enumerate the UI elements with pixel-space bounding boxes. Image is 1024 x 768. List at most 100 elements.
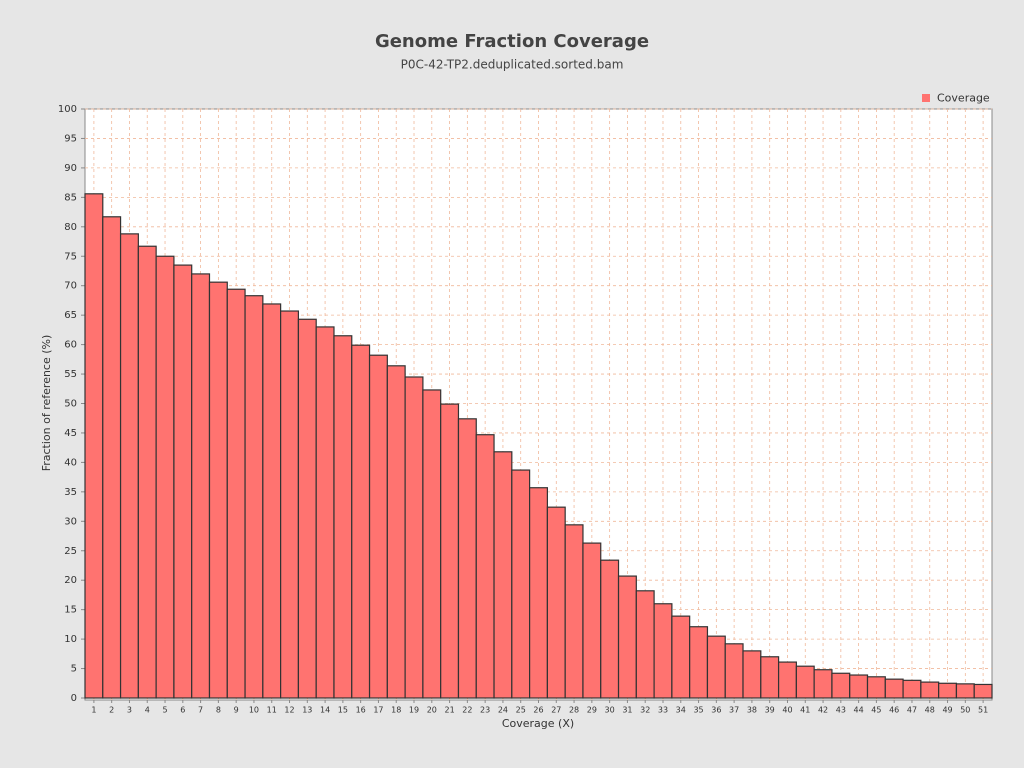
bar	[760, 656, 780, 699]
bar	[795, 665, 815, 699]
x-tick-label: 38	[747, 706, 757, 715]
y-tick-label: 50	[64, 399, 77, 410]
bar	[226, 288, 246, 699]
y-tick-label: 65	[64, 310, 77, 321]
x-tick-label: 44	[854, 706, 864, 715]
x-tick-label: 7	[198, 706, 203, 715]
bar	[955, 683, 975, 699]
bar	[173, 264, 193, 699]
bar	[440, 403, 460, 699]
y-tick-label: 60	[64, 340, 77, 351]
x-tick-label: 14	[320, 706, 330, 715]
y-tick-label: 45	[64, 428, 77, 439]
bar	[938, 682, 958, 699]
x-tick-label: 39	[765, 706, 775, 715]
bar	[529, 487, 548, 699]
bar	[155, 255, 175, 699]
bar	[262, 303, 282, 699]
x-tick-label: 45	[871, 706, 881, 715]
bar	[617, 575, 637, 699]
bar	[457, 418, 477, 699]
chart-title: Genome Fraction Coverage	[375, 31, 649, 52]
x-tick-label: 43	[836, 706, 846, 715]
bar	[422, 389, 442, 699]
bar	[866, 676, 886, 699]
y-tick-label: 40	[64, 457, 77, 468]
x-tick-label: 2	[109, 706, 114, 715]
x-tick-label: 15	[338, 706, 348, 715]
bar	[742, 650, 762, 699]
x-tick-label: 51	[978, 706, 988, 715]
bar	[831, 672, 851, 699]
x-axis-label: Coverage (X)	[502, 717, 574, 730]
bar	[315, 326, 335, 699]
y-tick-label: 35	[64, 487, 77, 498]
bar	[493, 451, 513, 699]
x-tick-label: 8	[216, 706, 221, 715]
bar	[102, 216, 122, 699]
x-tick-label: 16	[356, 706, 366, 715]
y-tick-label: 10	[64, 634, 77, 645]
bar	[297, 318, 317, 699]
bar	[404, 376, 424, 699]
bar	[546, 506, 566, 699]
bar	[777, 661, 797, 699]
bar	[813, 669, 833, 699]
x-tick-label: 10	[249, 706, 259, 715]
y-tick-label: 80	[64, 222, 77, 233]
bar	[706, 635, 726, 699]
x-tick-label: 19	[409, 706, 419, 715]
x-tick-label: 20	[427, 706, 437, 715]
x-tick-label: 9	[234, 706, 239, 715]
y-tick-label: 75	[64, 251, 77, 262]
x-tick-label: 18	[391, 706, 401, 715]
x-tick-label: 23	[480, 706, 490, 715]
x-tick-label: 50	[960, 706, 970, 715]
y-tick-label: 15	[64, 605, 77, 616]
bar	[724, 643, 744, 699]
y-axis-label: Fraction of reference (%)	[40, 335, 53, 472]
legend-swatch	[922, 94, 930, 102]
x-tick-label: 27	[551, 706, 561, 715]
y-tick-label: 70	[64, 281, 77, 292]
bar	[475, 434, 495, 699]
bar	[119, 233, 139, 699]
y-tick-label: 0	[71, 693, 77, 704]
y-tick-label: 90	[64, 163, 77, 174]
bar	[84, 193, 104, 699]
x-tick-label: 48	[925, 706, 935, 715]
x-tick-label: 32	[640, 706, 650, 715]
x-tick-label: 46	[889, 706, 899, 715]
bar	[564, 524, 584, 699]
y-tick-label: 100	[58, 104, 77, 115]
x-tick-label: 34	[676, 706, 686, 715]
x-tick-label: 36	[711, 706, 721, 715]
x-tick-label: 22	[462, 706, 472, 715]
bar	[280, 310, 300, 699]
chart-subtitle: P0C-42-TP2.deduplicated.sorted.bam	[401, 58, 624, 72]
x-tick-label: 29	[587, 706, 597, 715]
x-tick-label: 12	[284, 706, 294, 715]
bar	[208, 281, 228, 699]
x-tick-label: 41	[800, 706, 810, 715]
x-tick-label: 28	[569, 706, 579, 715]
bar	[689, 626, 709, 699]
bar	[849, 674, 869, 699]
x-tick-label: 17	[373, 706, 383, 715]
x-tick-label: 47	[907, 706, 917, 715]
bar	[333, 335, 353, 699]
y-tick-label: 5	[71, 664, 77, 675]
x-tick-label: 13	[302, 706, 312, 715]
bar	[920, 681, 940, 699]
bar	[671, 615, 691, 699]
y-tick-label: 20	[64, 575, 77, 586]
y-tick-label: 25	[64, 546, 77, 557]
x-tick-label: 26	[533, 706, 543, 715]
x-tick-label: 11	[267, 706, 277, 715]
x-tick-label: 33	[658, 706, 668, 715]
x-tick-label: 21	[444, 706, 454, 715]
bar	[973, 683, 993, 699]
y-tick-label: 95	[64, 133, 77, 144]
